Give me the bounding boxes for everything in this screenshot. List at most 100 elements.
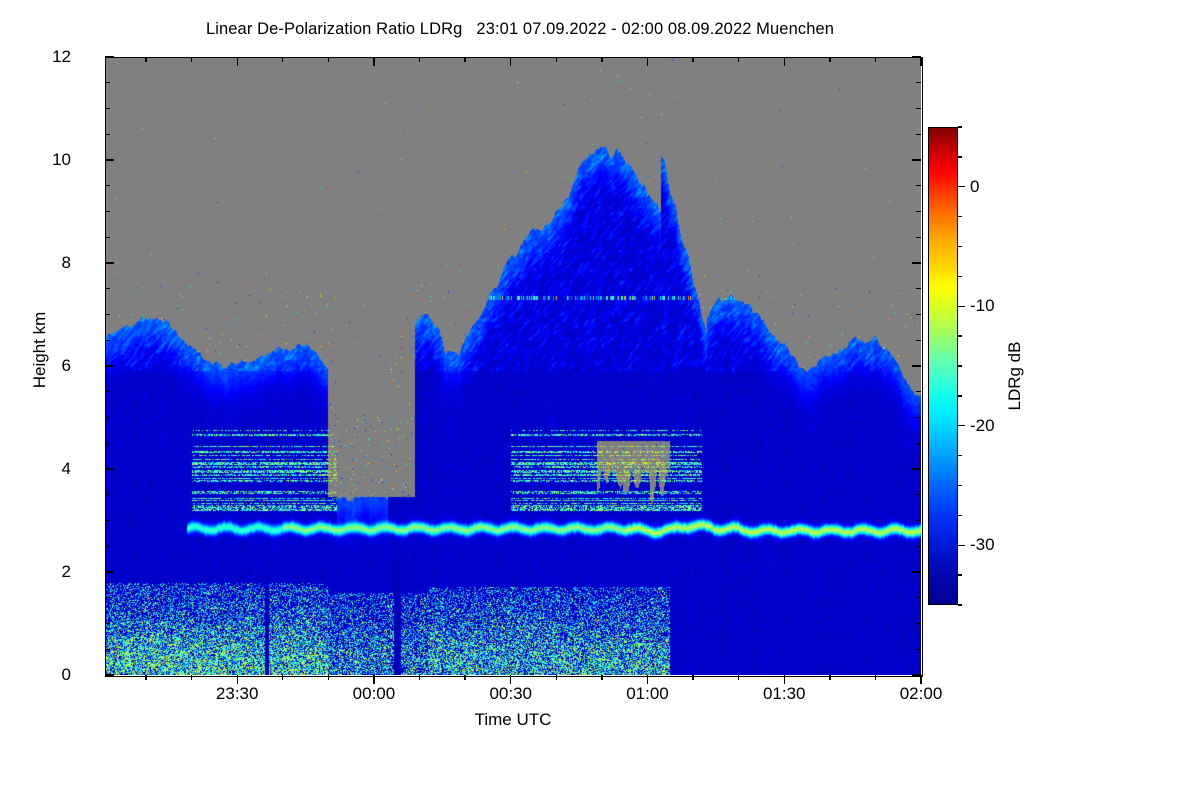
y-tick-mark (105, 674, 114, 676)
y-tick-mark-minor (105, 519, 110, 522)
y-tick-mark-minor (105, 545, 110, 547)
y-tick-mark (912, 262, 921, 264)
x-tick-mark-minor (829, 675, 831, 680)
x-tick-mark-minor (190, 57, 193, 62)
x-tick-mark (510, 57, 512, 66)
y-tick-mark-minor (916, 648, 921, 650)
x-tick-mark-minor (874, 675, 877, 680)
y-tick-mark-minor (916, 519, 921, 522)
x-tick-mark-minor (327, 675, 330, 680)
colorbar[interactable] (928, 127, 958, 605)
y-tick-mark-minor (105, 442, 110, 444)
x-tick-mark-minor (282, 57, 284, 62)
y-tick-mark (105, 159, 114, 161)
y-tick-mark-minor (916, 313, 921, 316)
x-tick-mark-minor (692, 675, 694, 680)
x-tick-mark-minor (737, 675, 740, 680)
colorbar-tick-label: -10 (970, 296, 995, 316)
x-tick-mark-minor (555, 57, 557, 62)
x-tick-mark (920, 675, 922, 684)
x-tick-mark (373, 675, 375, 684)
colorbar-tick-minor (958, 574, 962, 576)
y-tick-mark (912, 56, 921, 58)
y-tick-mark-minor (916, 494, 921, 496)
colorbar-tick-label: -20 (970, 415, 995, 435)
y-tick-mark-minor (916, 236, 921, 238)
colorbar-tick-minor (958, 395, 962, 397)
y-tick-mark-minor (916, 442, 921, 444)
x-tick-mark-minor (601, 57, 603, 62)
x-tick-mark-minor (874, 57, 877, 62)
y-tick-mark-minor (105, 210, 110, 213)
x-tick-label: 02:00 (899, 684, 943, 703)
x-tick-mark-minor (601, 675, 603, 680)
colorbar-title: LDRg dB (1005, 341, 1024, 411)
x-tick-mark-minor (829, 57, 831, 62)
x-tick-mark-minor (464, 57, 466, 62)
x-tick-mark (236, 57, 238, 66)
colorbar-tick-minor (958, 275, 962, 278)
y-tick-mark-minor (916, 339, 921, 341)
x-tick-mark (646, 675, 649, 684)
heatmap-plot-area[interactable] (105, 57, 921, 675)
colorbar-tick-minor (958, 335, 962, 337)
colorbar-tick-minor (958, 484, 962, 487)
y-tick-mark (105, 56, 114, 58)
y-tick-mark-minor (105, 185, 110, 187)
x-tick-mark-minor (282, 675, 284, 680)
y-tick-mark-minor (916, 545, 921, 547)
x-tick-mark-minor (555, 675, 557, 680)
x-tick-mark-minor (418, 675, 421, 680)
colorbar-tick-minor (958, 454, 962, 457)
colorbar-tick-minor (958, 245, 962, 248)
page-title: Linear De-Polarization Ratio LDRg 23:01 … (205, 20, 835, 38)
x-tick-mark (783, 57, 785, 66)
y-tick-mark-minor (916, 107, 921, 110)
y-tick-mark-minor (916, 82, 921, 84)
colorbar-tick (958, 425, 965, 427)
colorbar-tick (958, 305, 965, 307)
y-tick-mark-minor (916, 391, 921, 393)
y-tick-mark (912, 159, 921, 161)
y-tick-mark-minor (105, 107, 110, 110)
x-tick-mark-minor (327, 57, 330, 62)
y-tick-mark-minor (105, 648, 110, 650)
y-tick-label: 0 (61, 665, 71, 684)
y-tick-label: 4 (61, 459, 71, 478)
y-tick-label: 2 (61, 562, 71, 581)
y-tick-label: 8 (61, 253, 71, 272)
y-tick-mark-minor (105, 622, 110, 625)
x-tick-mark-minor (692, 57, 694, 62)
ldr-heatmap-canvas[interactable] (105, 57, 921, 675)
colorbar-tick (958, 186, 965, 188)
y-tick-mark (912, 365, 921, 367)
y-tick-mark-minor (105, 313, 110, 316)
y-tick-mark-minor (105, 494, 110, 496)
y-tick-mark-minor (105, 597, 110, 599)
colorbar-tick-minor (958, 215, 962, 218)
y-tick-mark-minor (916, 185, 921, 187)
x-tick-label: 00:00 (352, 684, 396, 703)
y-tick-mark-minor (105, 236, 110, 238)
colorbar-tick-minor (958, 156, 962, 158)
x-tick-mark-minor (418, 57, 421, 62)
y-tick-label: 10 (52, 150, 71, 169)
y-tick-mark (105, 571, 114, 573)
x-tick-mark-minor (145, 57, 147, 62)
x-axis-title: Time UTC (474, 710, 552, 729)
y-tick-mark (105, 468, 114, 470)
x-tick-mark-minor (464, 675, 466, 680)
colorbar-tick-label: -30 (970, 535, 995, 555)
y-tick-mark-minor (105, 288, 110, 290)
y-tick-mark (912, 571, 921, 573)
x-tick-mark-minor (737, 57, 740, 62)
y-tick-mark-minor (105, 133, 110, 135)
y-tick-label: 6 (61, 356, 71, 375)
colorbar-tick-minor (958, 514, 962, 517)
y-tick-mark-minor (916, 288, 921, 290)
y-tick-mark (105, 262, 114, 264)
y-axis-title: Height km (30, 311, 49, 389)
colorbar-tick-minor (958, 365, 962, 367)
y-tick-mark-minor (105, 82, 110, 84)
